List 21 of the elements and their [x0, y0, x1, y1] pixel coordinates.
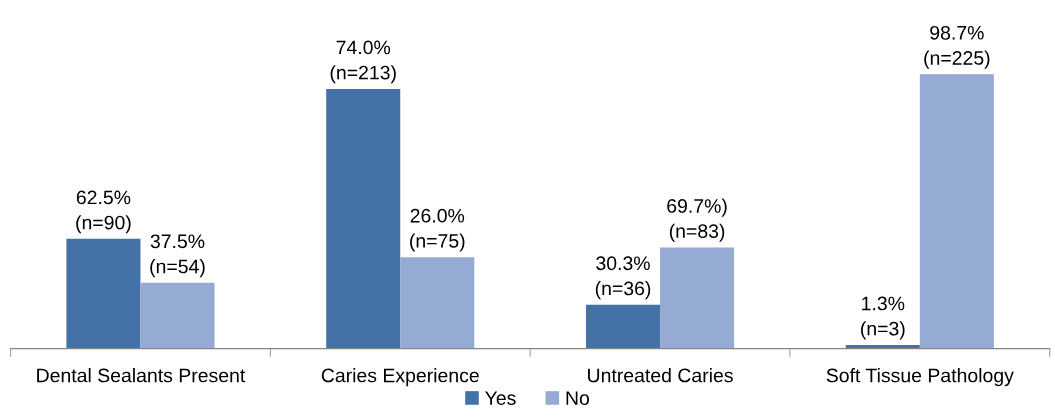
bar: [66, 238, 141, 349]
data-label: 37.5% (n=54): [150, 234, 205, 278]
x-tick-label: Caries Experience: [321, 368, 479, 387]
legend-label: No: [566, 391, 590, 405]
bar: [585, 304, 661, 349]
bar: [140, 282, 215, 349]
x-tick-label: Untreated Caries: [588, 368, 733, 383]
bar: [919, 74, 994, 349]
bar: [400, 257, 475, 349]
data-label: 30.3% (n=36): [595, 256, 651, 300]
data-label: 62.5% (n=90): [76, 190, 131, 234]
bar: [326, 88, 401, 349]
data-label: 1.3% (n=3): [861, 296, 905, 340]
data-label: 74.0% (n=213): [330, 40, 396, 84]
x-tick-label: Soft Tissue Pathology: [826, 368, 1014, 387]
bar: [660, 247, 735, 349]
data-label: 69.7%) (n=83): [667, 198, 727, 242]
legend-label: Yes: [485, 391, 516, 405]
data-label: 26.0% (n=75): [410, 208, 465, 252]
x-tick-label: Dental Sealants Present: [37, 368, 246, 383]
data-label: 98.7% (n=225): [924, 25, 990, 69]
